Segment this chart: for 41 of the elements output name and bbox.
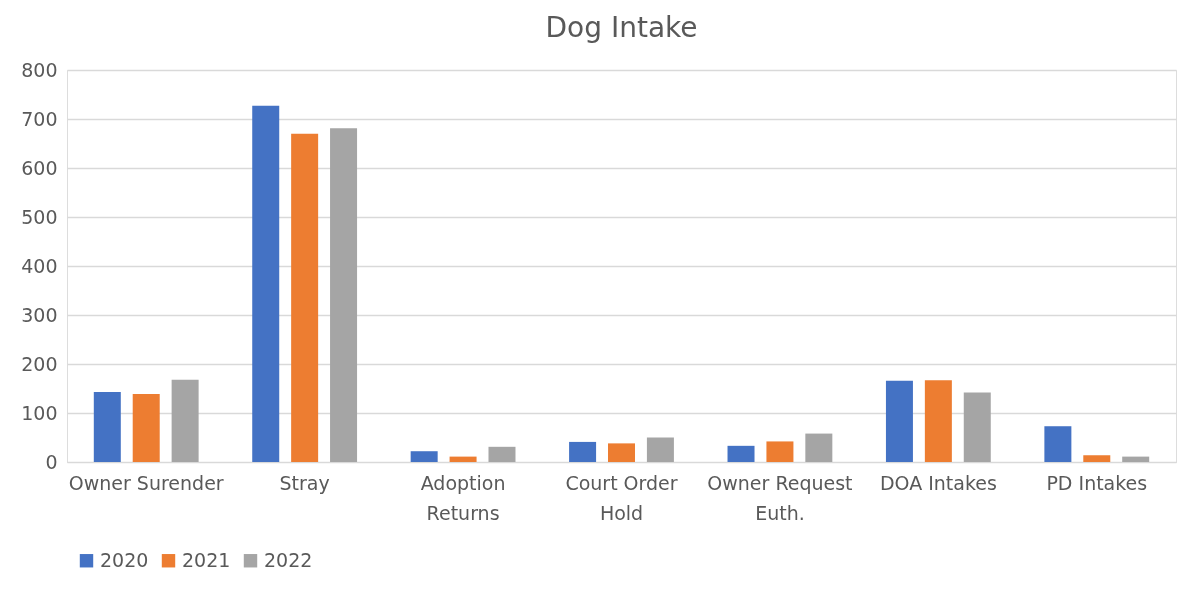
- y-tick-label: 600: [21, 156, 58, 179]
- x-tick-label: DOA Intakes: [879, 471, 997, 494]
- bar: [488, 446, 516, 462]
- bar: [1122, 456, 1150, 462]
- bar: [924, 380, 952, 462]
- bar: [132, 393, 160, 462]
- bar: [805, 433, 833, 462]
- bar: [291, 133, 319, 462]
- bar: [330, 128, 358, 462]
- x-tick-label: Court Order Hold: [565, 471, 678, 524]
- bar: [93, 391, 121, 462]
- legend-label: 2020: [100, 548, 149, 571]
- bar: [449, 456, 477, 462]
- x-tick-label: Owner Surender: [68, 471, 224, 494]
- y-tick-label: 500: [21, 205, 58, 228]
- bar: [885, 380, 913, 462]
- bar: [608, 443, 635, 462]
- bar: [766, 441, 794, 462]
- x-tick-label: Adoption Returns: [420, 471, 506, 524]
- y-tick-label: 700: [21, 107, 58, 130]
- bar: [1083, 455, 1111, 462]
- bar: [252, 105, 280, 462]
- chart-title: Dog Intake: [545, 11, 698, 44]
- x-tick-label: Owner Request Euth.: [707, 471, 853, 524]
- bar: [1044, 426, 1072, 462]
- legend-label: 2021: [182, 548, 231, 571]
- bar: [646, 437, 674, 462]
- x-tick-label: Stray: [279, 471, 330, 494]
- bar: [963, 392, 991, 462]
- y-tick-label: 800: [21, 58, 58, 81]
- legend-label: 2022: [264, 548, 313, 571]
- bar: [410, 451, 438, 462]
- bar: [727, 445, 755, 462]
- y-tick-label: 0: [45, 450, 58, 473]
- x-tick-label: PD Intakes: [1046, 471, 1148, 494]
- bar: [171, 379, 199, 462]
- y-tick-label: 400: [21, 254, 58, 277]
- y-tick-label: 100: [21, 401, 58, 424]
- y-tick-label: 300: [21, 303, 58, 326]
- bar: [569, 441, 597, 462]
- y-tick-label: 200: [21, 352, 58, 375]
